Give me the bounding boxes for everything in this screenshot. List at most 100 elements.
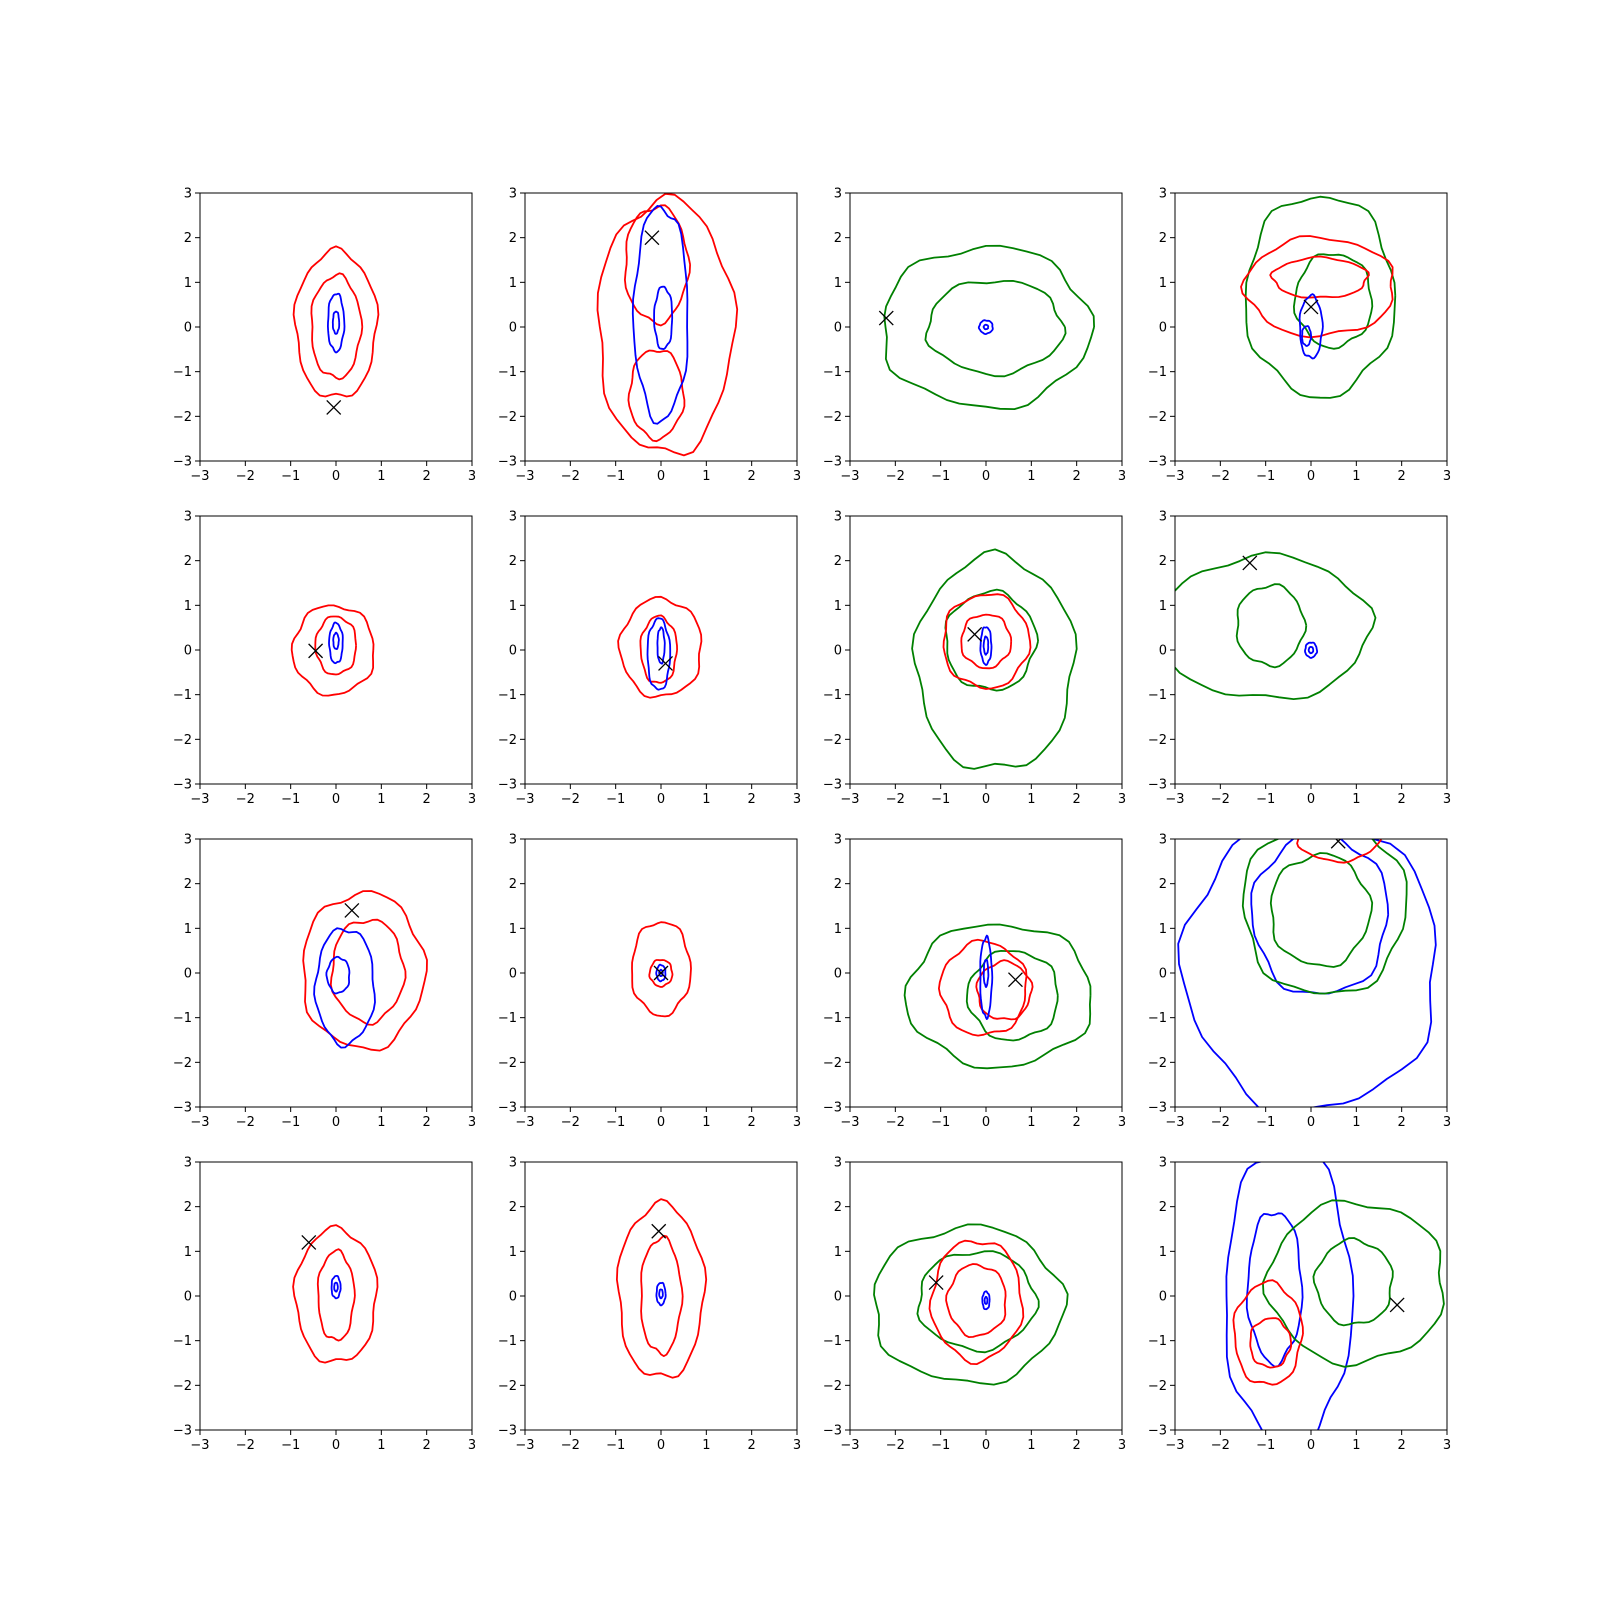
y-tick-label: −1 — [498, 688, 517, 703]
y-tick-label: −3 — [1148, 455, 1167, 470]
axes-frame — [849, 192, 1123, 462]
x-tick-label: 0 — [332, 469, 340, 484]
contour-group — [1240, 195, 1397, 399]
y-tick-label: −2 — [498, 410, 517, 425]
subplot-16: −3−3 −2 −2 −1 −1 0 0 1 1 2 2 3 3 — [1148, 1156, 1451, 1454]
red-contour-line — [627, 349, 686, 443]
green-contour-line — [1269, 852, 1374, 968]
x-tick-label: −3 — [190, 1115, 209, 1130]
y-tick-label: −2 — [823, 1379, 842, 1394]
blue-contour-line — [330, 1275, 342, 1300]
blue-contour-line — [326, 292, 346, 354]
x-tick-label: 1 — [1352, 792, 1360, 807]
x-tick-label: −1 — [606, 469, 625, 484]
x-tick-label: 0 — [657, 469, 665, 484]
x-tick-label: 2 — [748, 1115, 756, 1130]
contour-group — [292, 245, 380, 415]
x-tick-label: 1 — [377, 792, 385, 807]
red-contour-line — [290, 604, 375, 697]
y-tick-label: 1 — [834, 922, 842, 937]
x-tick-label: 1 — [377, 469, 385, 484]
y-tick-label: −3 — [173, 1101, 192, 1116]
subplot-6: −3−3 −2 −2 −1 −1 0 0 1 1 2 2 3 3 — [498, 510, 801, 808]
y-tick-label: 1 — [184, 599, 192, 614]
y-tick-label: 1 — [184, 922, 192, 937]
blue-contour-line — [658, 1288, 664, 1300]
y-tick-label: 0 — [184, 1290, 192, 1305]
subplot-3: −3−3 −2 −2 −1 −1 0 0 1 1 2 2 3 3 — [823, 187, 1126, 485]
x-tick-label: −2 — [886, 1115, 905, 1130]
y-tick-label: −1 — [498, 365, 517, 380]
x-tick-label: −3 — [190, 469, 209, 484]
red-contour-line — [1269, 255, 1370, 299]
y-tick-label: 3 — [1159, 833, 1167, 848]
x-marker — [878, 310, 894, 326]
green-contour-line — [944, 588, 1039, 692]
x-tick-label: −3 — [1165, 469, 1184, 484]
y-tick-label: −1 — [1148, 1334, 1167, 1349]
y-tick-label: 1 — [1159, 599, 1167, 614]
axes-frame — [1174, 515, 1448, 785]
x-tick-label: 2 — [748, 469, 756, 484]
x-tick-label: −3 — [190, 1438, 209, 1453]
x-tick-label: 3 — [793, 792, 801, 807]
x-tick-label: −1 — [1256, 1438, 1275, 1453]
y-tick-label: 0 — [834, 644, 842, 659]
x-tick-label: −1 — [931, 469, 950, 484]
red-contour-line — [310, 272, 364, 381]
y-tick-label: −1 — [173, 688, 192, 703]
y-tick-label: 1 — [834, 599, 842, 614]
subplot-4: −3−3 −2 −2 −1 −1 0 0 1 1 2 2 3 3 — [1148, 187, 1451, 485]
subplot-10: −3−3 −2 −2 −1 −1 0 0 1 1 2 2 3 3 — [498, 833, 801, 1131]
red-contour-line — [945, 1263, 1007, 1338]
red-contour-line — [617, 595, 703, 699]
green-contour-line — [916, 1250, 1040, 1354]
y-tick-label: −1 — [173, 1334, 192, 1349]
x-tick-label: 3 — [793, 1438, 801, 1453]
red-contour-line — [596, 193, 739, 457]
x-marker — [1389, 1297, 1405, 1313]
y-tick-label: 2 — [834, 554, 842, 569]
blue-contour-line — [982, 323, 990, 331]
y-tick-label: 0 — [184, 967, 192, 982]
y-tick-label: 2 — [834, 1200, 842, 1215]
x-tick-label: 2 — [1073, 792, 1081, 807]
x-tick-label: 3 — [1118, 1438, 1126, 1453]
blue-contour-line — [1307, 646, 1315, 655]
x-tick-label: 3 — [1443, 1115, 1451, 1130]
y-tick-label: −3 — [823, 778, 842, 793]
x-tick-label: 1 — [702, 792, 710, 807]
x-tick-label: 3 — [1443, 1438, 1451, 1453]
x-marker — [308, 643, 324, 659]
x-marker — [653, 965, 669, 981]
green-contour-line — [911, 548, 1078, 770]
y-tick-label: 3 — [184, 833, 192, 848]
red-contour-line — [928, 1239, 1025, 1365]
y-tick-label: 0 — [834, 321, 842, 336]
y-tick-label: 2 — [834, 231, 842, 246]
x-tick-label: 3 — [1118, 469, 1126, 484]
blue-contour-line — [981, 1290, 991, 1311]
subplot-12: −3−3 −2 −2 −1 −1 0 0 1 1 2 2 3 3 — [1148, 833, 1451, 1131]
axes-frame — [199, 515, 473, 785]
x-tick-label: −3 — [1165, 792, 1184, 807]
red-contour-line — [975, 959, 1034, 1021]
x-tick-label: 3 — [468, 469, 476, 484]
axes-frame — [199, 1161, 473, 1431]
green-contour-line — [1175, 551, 1377, 700]
contour-group — [616, 1198, 708, 1379]
y-tick-label: 3 — [184, 510, 192, 525]
y-tick-label: −2 — [823, 733, 842, 748]
y-tick-label: 3 — [834, 833, 842, 848]
red-contour-line — [1240, 235, 1394, 339]
y-tick-label: −3 — [173, 455, 192, 470]
y-tick-label: 3 — [1159, 1156, 1167, 1171]
green-contour-line — [1293, 253, 1374, 350]
x-marker — [1303, 299, 1319, 315]
x-tick-label: −3 — [1165, 1115, 1184, 1130]
y-tick-label: 2 — [1159, 1200, 1167, 1215]
y-tick-label: 1 — [509, 276, 517, 291]
blue-contour-line — [332, 631, 340, 650]
y-tick-label: 3 — [509, 1156, 517, 1171]
y-tick-label: 0 — [509, 967, 517, 982]
